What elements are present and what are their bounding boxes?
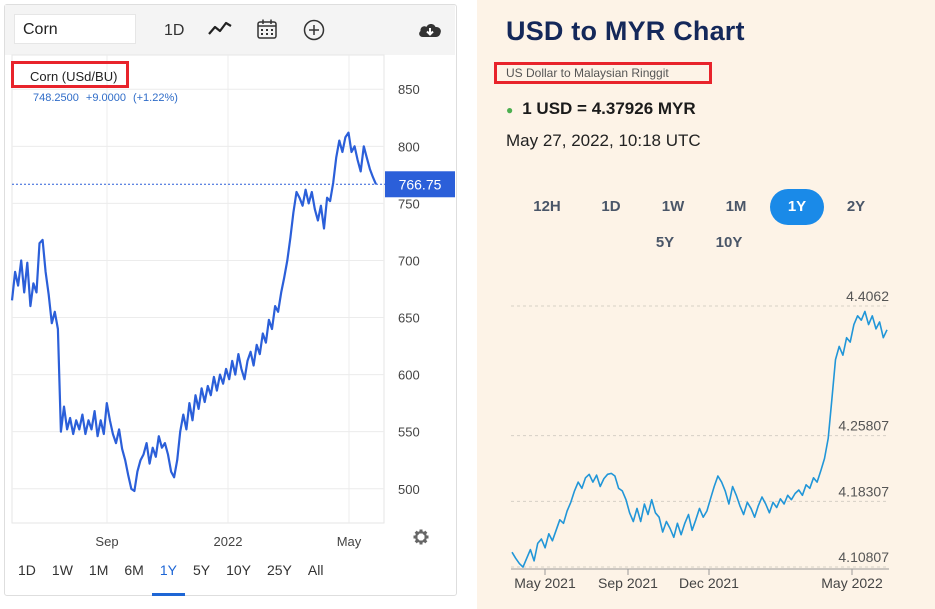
- x-tick-label: 2022: [214, 534, 243, 549]
- period-button-2y[interactable]: 2Y: [846, 198, 866, 215]
- live-status-dot-icon: ●: [506, 103, 514, 117]
- y-tick-label: 750: [398, 196, 420, 211]
- usd-myr-panel: USD to MYR Chart US Dollar to Malaysian …: [477, 0, 935, 609]
- last-price-tag: [385, 171, 455, 198]
- y-tick-label: 800: [398, 139, 420, 154]
- period-button-1w[interactable]: 1W: [661, 198, 685, 215]
- y-tick-label: 500: [398, 482, 420, 497]
- usd-myr-line: [511, 310, 888, 568]
- x-tick-label: Sep: [95, 534, 118, 549]
- subtitle-highlight: [494, 62, 712, 84]
- calendar-icon[interactable]: [256, 18, 278, 45]
- x-tick-label: May 2022: [821, 575, 883, 591]
- corn-price-chart[interactable]: 500 550 600 650 700 750 800 850 Sep 2022 May 766.75…: [0, 0, 462, 609]
- x-tick-label: Sep 2021: [598, 575, 658, 591]
- period-button-1d[interactable]: 1D: [601, 198, 621, 215]
- corn-price-line: [10, 131, 378, 493]
- quote-price: 748.2500: [33, 92, 79, 104]
- period-button-1m[interactable]: 1M: [725, 198, 747, 215]
- symbol-input[interactable]: Corn: [14, 14, 136, 44]
- period-button-12h[interactable]: 12H: [533, 198, 561, 215]
- range-button-25y[interactable]: 25Y: [266, 562, 292, 578]
- period-button-1y[interactable]: 1Y: [770, 189, 824, 225]
- y-tick-label: 550: [398, 425, 420, 440]
- y-tick-label: 4.10807: [838, 549, 889, 565]
- y-tick-label: 850: [398, 82, 420, 97]
- y-tick-label: 650: [398, 311, 420, 326]
- corn-label-highlight: [11, 61, 129, 88]
- y-tick-label: 600: [398, 368, 420, 383]
- range-button-1w[interactable]: 1W: [51, 562, 73, 578]
- exchange-rate-text: 1 USD = 4.37926 MYR: [522, 99, 696, 118]
- range-button-all[interactable]: All: [307, 562, 324, 578]
- exchange-rate: ● 1 USD = 4.37926 MYR: [506, 99, 696, 119]
- chart-type-icon[interactable]: [208, 20, 232, 43]
- x-tick-label: May: [337, 534, 362, 549]
- range-button-1m[interactable]: 1M: [88, 562, 109, 578]
- page-title: USD to MYR Chart: [506, 16, 745, 46]
- range-selector: 1D 1W 1M 6M 1Y 5Y 10Y 25Y All: [10, 556, 331, 596]
- last-price-label: 766.75: [399, 176, 442, 192]
- quote-pct: (+1.22%): [133, 92, 178, 104]
- y-tick-label: 4.4062: [846, 288, 889, 304]
- corn-chart-frame: [4, 4, 457, 596]
- y-tick-label: 4.25807: [838, 418, 889, 434]
- page-subtitle: US Dollar to Malaysian Ringgit: [506, 66, 669, 80]
- corn-chart-panel: Corn 1D 500 550 600 650 700 750 800 850 Sep 2022 M…: [0, 0, 462, 609]
- range-button-1d[interactable]: 1D: [18, 562, 36, 578]
- add-comparison-icon[interactable]: [303, 19, 325, 46]
- range-button-6m[interactable]: 6M: [124, 562, 144, 578]
- period-button-10y[interactable]: 10Y: [715, 234, 743, 251]
- range-button-10y[interactable]: 10Y: [226, 562, 251, 578]
- y-tick-label: 4.18307: [838, 483, 889, 499]
- download-cloud-icon[interactable]: [417, 21, 443, 44]
- y-tick-label: 700: [398, 253, 420, 268]
- interval-selector[interactable]: 1D: [164, 22, 185, 39]
- chart-symbol-label: Corn (USd/BU): [30, 69, 117, 84]
- period-button-5y[interactable]: 5Y: [655, 234, 675, 251]
- rate-timestamp: May 27, 2022, 10:18 UTC: [506, 131, 701, 150]
- range-button-1y[interactable]: 1Y: [151, 556, 186, 596]
- quote-change: +9.0000: [86, 92, 126, 104]
- settings-gear-icon[interactable]: [413, 529, 429, 545]
- plot-area: [11, 54, 385, 524]
- quote-line: 748.2500 +9.0000 (+1.22%): [33, 92, 178, 104]
- x-tick-label: May 2021: [514, 575, 576, 591]
- range-button-5y[interactable]: 5Y: [192, 562, 211, 578]
- x-tick-label: Dec 2021: [679, 575, 739, 591]
- usd-myr-chart[interactable]: 4.10807 4.18307 4.25807 4.4062 May 2021 Sep 2…: [477, 0, 935, 609]
